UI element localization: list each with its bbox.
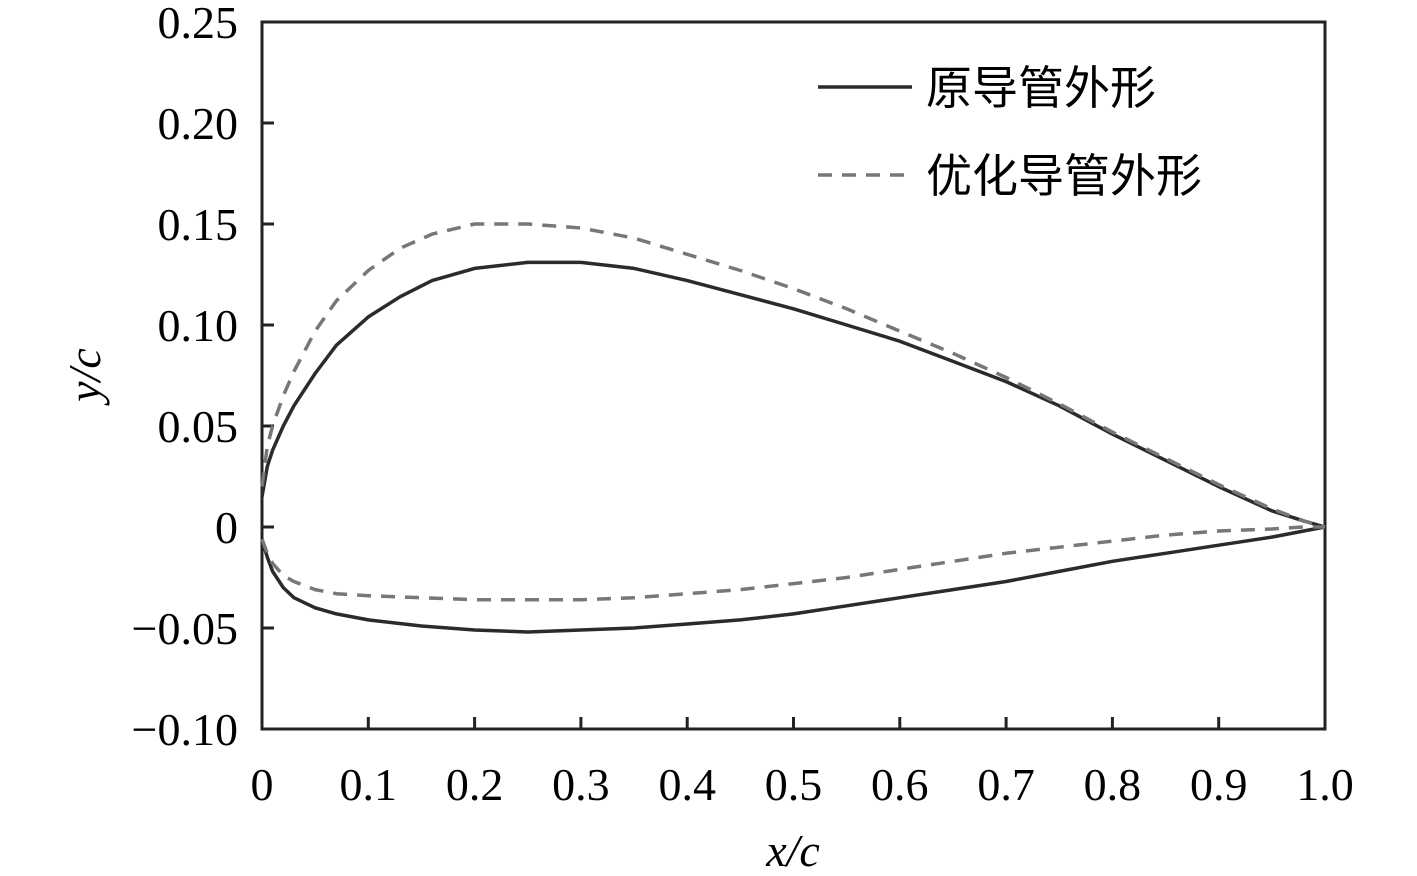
y-tick-label: 0.10 [158, 300, 239, 351]
legend-label-original: 原导管外形 [926, 61, 1156, 115]
y-tick-label: 0 [215, 502, 238, 553]
y-tick-label: 0.20 [158, 98, 239, 149]
series-optimized-upper-line [260, 222, 1326, 529]
y-tick-label: −0.10 [132, 704, 238, 755]
series-original-upper-line [260, 260, 1326, 529]
y-axis-ticks: 0.25 0.20 0.15 0.10 0.05 0 −0.05 −0.10 [132, 0, 274, 755]
y-tick-label: −0.05 [132, 603, 238, 654]
legend-label-optimized: 优化导管外形 [926, 149, 1202, 203]
x-tick-label: 1.0 [1296, 759, 1354, 810]
x-tick-label: 0 [251, 759, 274, 810]
legend: 原导管外形 优化导管外形 [818, 61, 1202, 203]
x-tick-label: 0.8 [1084, 759, 1142, 810]
y-axis-label: y/c [59, 348, 110, 406]
x-tick-label: 0.2 [446, 759, 504, 810]
y-tick-label: 0.25 [158, 0, 239, 48]
plot-frame [260, 20, 1327, 731]
series-original-lower-line [260, 525, 1326, 634]
x-axis-ticks: 0 0.1 0.2 0.3 0.4 0.5 0.6 0.7 0.8 0.9 1.0 [251, 717, 1354, 810]
x-tick-label: 0.4 [658, 759, 716, 810]
x-axis-label: x/c [765, 825, 820, 871]
x-tick-label: 0.9 [1190, 759, 1248, 810]
y-tick-label: 0.15 [158, 199, 239, 250]
series-layer [260, 222, 1326, 634]
series-optimized-lower-line [260, 525, 1325, 602]
y-tick-label: 0.05 [158, 401, 239, 452]
x-tick-label: 0.3 [552, 759, 610, 810]
x-tick-label: 0.7 [977, 759, 1035, 810]
x-tick-label: 0.6 [871, 759, 929, 810]
x-tick-label: 0.5 [765, 759, 823, 810]
x-tick-label: 0.1 [340, 759, 398, 810]
